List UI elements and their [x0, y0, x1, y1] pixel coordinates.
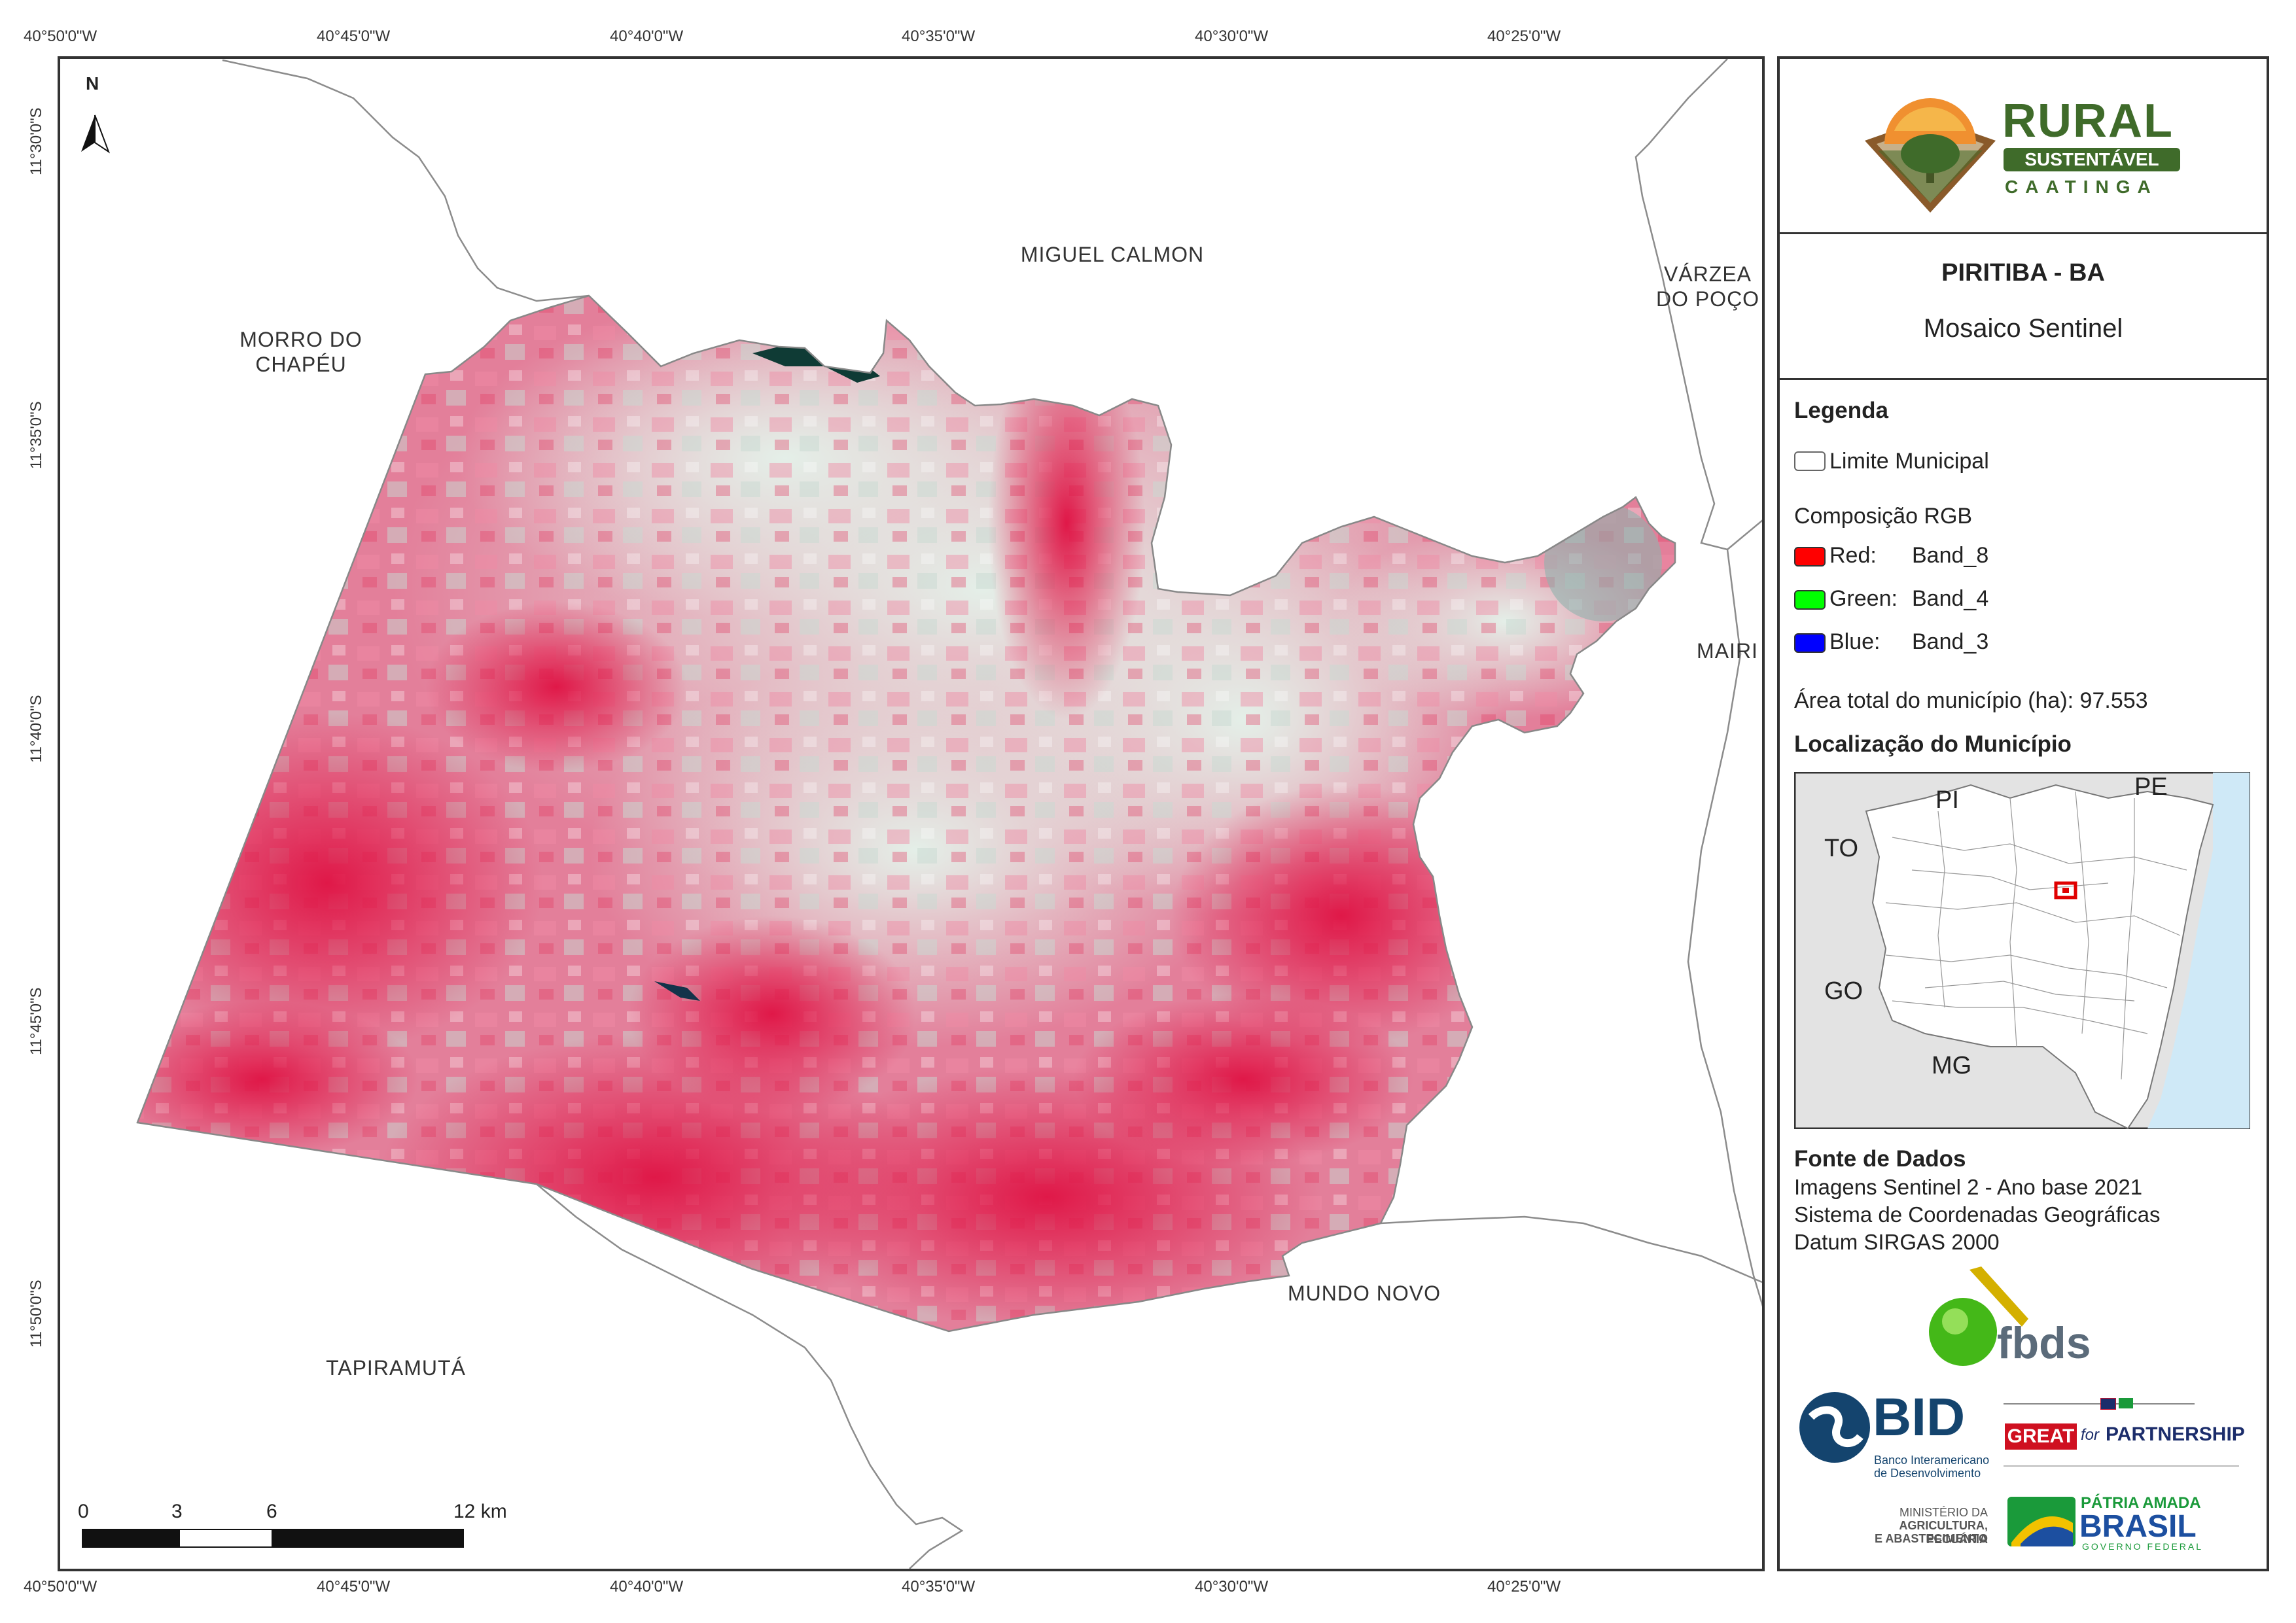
- rural-logo-caatinga: CAATINGA: [2005, 177, 2158, 197]
- rural-logo-title: RURAL: [2002, 95, 2174, 147]
- great-logo-text: GREAT: [2005, 1423, 2077, 1450]
- bid-logo-text: BID: [1873, 1387, 1966, 1447]
- bid-sub-1: Banco Interamericano: [1874, 1454, 1990, 1467]
- sources-title: Fonte de Dados: [1794, 1146, 1966, 1172]
- inset-label-mg: MG: [1932, 1052, 1972, 1079]
- fbds-logo-text: fbds: [1997, 1318, 2091, 1368]
- inset-label-pi: PI: [1935, 786, 1959, 814]
- partnership-rule: [2004, 1465, 2239, 1467]
- gov-brasil-emblem: [2007, 1497, 2075, 1546]
- scale-label-0: 0: [78, 1501, 89, 1522]
- label-morro-do-chapeu: MORRO DO CHAPÉU: [216, 327, 386, 377]
- sentinel-mosaic: [137, 296, 1675, 1331]
- rural-logo-sustentavel: SUSTENTÁVEL: [2004, 148, 2180, 171]
- label-morro-line2: CHAPÉU: [255, 353, 347, 376]
- coord-top-5: 40°30'0"W: [1195, 27, 1269, 45]
- legend-green-label: Green:: [1829, 586, 1898, 611]
- coord-bottom-1: 40°50'0"W: [24, 1578, 97, 1596]
- label-morro-line1: MORRO DO: [239, 328, 362, 351]
- coord-bottom-6: 40°25'0"W: [1487, 1578, 1561, 1596]
- fbds-logo-icon: [1929, 1266, 2028, 1366]
- label-varzea-line1: VÁRZEA: [1663, 262, 1752, 286]
- coord-left-5: 11°50'0"S: [27, 1280, 45, 1348]
- map-canvas: [81, 59, 1762, 1569]
- location-inset-map: [1794, 772, 2250, 1129]
- coord-left-4: 11°45'0"S: [27, 987, 45, 1055]
- uk-flag-icon: [2100, 1398, 2116, 1410]
- bid-logo-icon: [1799, 1392, 1870, 1463]
- coord-bottom-4: 40°35'0"W: [902, 1578, 976, 1596]
- coord-top-3: 40°40'0"W: [610, 27, 684, 45]
- legend-title: Legenda: [1794, 398, 1888, 423]
- great-flags-rule: [2004, 1403, 2195, 1405]
- partnership-text: PARTNERSHIP: [2106, 1423, 2245, 1445]
- label-miguel-calmon: MIGUEL CALMON: [1020, 243, 1205, 266]
- map-subtitle: Mosaico Sentinel: [1923, 314, 2123, 343]
- label-mundo-novo: MUNDO NOVO: [1288, 1282, 1441, 1305]
- gov-patria-text: PÁTRIA AMADA: [2081, 1494, 2201, 1512]
- ministerio-line-3: E ABASTECIMENTO: [1874, 1532, 1988, 1545]
- great-for-text: for: [2081, 1426, 2100, 1444]
- brazil-flag-icon: [2119, 1398, 2133, 1408]
- sources-line-2: Sistema de Coordenadas Geográficas: [1794, 1202, 2161, 1227]
- legend-red-band: Band_8: [1912, 543, 1989, 568]
- coord-left-1: 11°30'0"S: [27, 107, 45, 175]
- scale-label-3: 3: [171, 1501, 183, 1522]
- inset-label-pe: PE: [2134, 773, 2168, 801]
- legend-green-swatch: [1794, 590, 1826, 610]
- map-title: PIRITIBA - BA: [1941, 259, 2105, 287]
- coord-top-1: 40°50'0"W: [24, 27, 97, 45]
- inset-label-go: GO: [1824, 977, 1863, 1005]
- legend-green-band: Band_4: [1912, 586, 1989, 611]
- map-frame: [58, 56, 1765, 1571]
- label-varzea-line2: DO POÇO: [1655, 287, 1760, 311]
- scale-label-12: 12 km: [453, 1501, 507, 1522]
- sources-line-3: Datum SIRGAS 2000: [1794, 1230, 2000, 1254]
- label-mairi: MAIRI: [1697, 639, 1758, 663]
- coord-bottom-5: 40°30'0"W: [1195, 1578, 1269, 1596]
- coord-bottom-2: 40°45'0"W: [317, 1578, 391, 1596]
- scale-bar-graphic: [82, 1529, 464, 1548]
- north-arrow: [81, 114, 111, 154]
- label-tapiramuta: TAPIRAMUTÁ: [326, 1356, 466, 1380]
- label-varzea-do-poco: VÁRZEA DO POÇO: [1649, 262, 1767, 311]
- inset-label-to: TO: [1824, 835, 1859, 862]
- legend-boundary-swatch: [1794, 451, 1826, 471]
- info-panel: [1777, 56, 2269, 1571]
- legend-blue-swatch: [1794, 633, 1826, 653]
- ministerio-line-2: AGRICULTURA, PECUÁRIA: [1899, 1519, 1988, 1546]
- legend-composition-title: Composição RGB: [1794, 504, 1973, 529]
- panel-divider-2: [1780, 378, 2267, 380]
- sources-line-1: Imagens Sentinel 2 - Ano base 2021: [1794, 1175, 2143, 1199]
- coord-top-6: 40°25'0"W: [1487, 27, 1561, 45]
- coord-bottom-3: 40°40'0"W: [610, 1578, 684, 1596]
- legend-red-swatch: [1794, 547, 1826, 567]
- coord-top-2: 40°45'0"W: [317, 27, 391, 45]
- legend-boundary-label: Limite Municipal: [1829, 449, 1989, 474]
- north-label: N: [86, 73, 99, 94]
- coord-top-4: 40°35'0"W: [902, 27, 976, 45]
- legend-blue-label: Blue:: [1829, 629, 1881, 654]
- panel-divider-1: [1780, 232, 2267, 234]
- rural-logo-emblem: [1865, 98, 1996, 213]
- coord-left-2: 11°35'0"S: [27, 401, 45, 469]
- coord-left-3: 11°40'0"S: [27, 695, 45, 763]
- municipal-boundary: [136, 294, 1676, 1333]
- scale-label-6: 6: [266, 1501, 277, 1522]
- legend-red-label: Red:: [1829, 543, 1877, 568]
- gov-federal-text: GOVERNO FEDERAL: [2082, 1541, 2204, 1552]
- legend-area: Área total do município (ha): 97.553: [1794, 688, 2148, 713]
- legend-blue-band: Band_3: [1912, 629, 1989, 654]
- gov-brasil-text: BRASIL: [2079, 1509, 2197, 1544]
- bid-sub-2: de Desenvolvimento: [1874, 1467, 1981, 1480]
- location-title: Localização do Município: [1794, 731, 2072, 757]
- ministerio-line-1: MINISTÉRIO DA: [1899, 1506, 1988, 1519]
